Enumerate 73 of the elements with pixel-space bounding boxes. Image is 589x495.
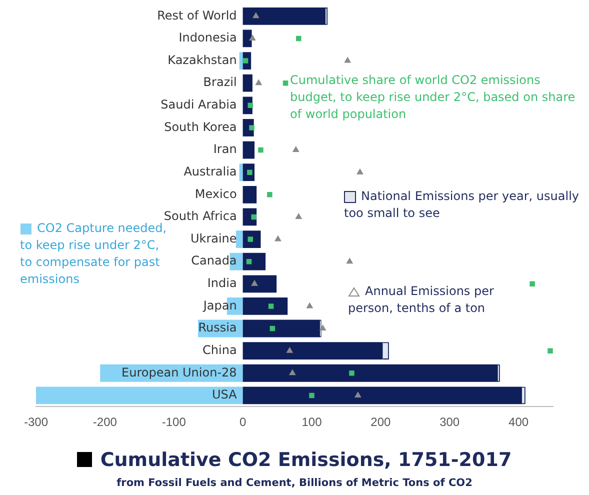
point bbox=[349, 370, 354, 376]
bar bbox=[242, 386, 522, 404]
y-tick-label: Brazil bbox=[203, 75, 237, 90]
bar bbox=[242, 230, 261, 248]
x-tick-label: -300 bbox=[24, 415, 48, 430]
bar bbox=[242, 298, 288, 315]
point bbox=[530, 281, 535, 287]
y-tick-label: Russia bbox=[198, 320, 237, 335]
bar bbox=[242, 186, 257, 204]
point bbox=[249, 34, 256, 40]
y-tick-label: Mexico bbox=[194, 186, 237, 201]
point bbox=[249, 125, 254, 130]
x-tick-label: -200 bbox=[92, 415, 118, 430]
point bbox=[292, 146, 299, 152]
bar bbox=[239, 164, 243, 182]
bar bbox=[242, 141, 255, 159]
point bbox=[282, 80, 288, 86]
x-tick-label: -100 bbox=[162, 415, 186, 430]
y-tick-label: Rest of World bbox=[157, 8, 237, 22]
bar bbox=[242, 364, 498, 382]
text: from Fossil Fuels and Cement, Billions of Metric Tons of CO2 bbox=[116, 477, 474, 489]
x-tick-label: 0 bbox=[239, 415, 246, 430]
y-tick-label: Kazakhstan bbox=[168, 52, 237, 67]
point bbox=[344, 57, 351, 63]
bar bbox=[242, 7, 326, 25]
point bbox=[548, 348, 553, 354]
y-tick-label: South Korea bbox=[164, 120, 237, 134]
x-tick-label: 100 bbox=[302, 415, 322, 430]
bar bbox=[242, 74, 252, 92]
point bbox=[309, 392, 314, 398]
y-tick-label: Australia bbox=[184, 164, 237, 178]
point bbox=[306, 302, 313, 308]
bar bbox=[236, 230, 243, 248]
point bbox=[246, 258, 252, 264]
point bbox=[296, 36, 302, 42]
bar bbox=[242, 30, 252, 48]
y-tick-label: South Africa bbox=[164, 209, 237, 224]
bar bbox=[242, 252, 266, 270]
point bbox=[274, 236, 282, 242]
series-label: Cumulative share of world CO2 emissions budget, to keep rise under 2°C, based on share of world population bbox=[290, 73, 576, 121]
point bbox=[286, 347, 293, 353]
y-tick-label: USA bbox=[212, 388, 238, 402]
point bbox=[267, 192, 272, 198]
point bbox=[354, 392, 362, 398]
point bbox=[356, 168, 364, 174]
bar bbox=[242, 275, 277, 293]
point bbox=[270, 326, 276, 332]
bar bbox=[242, 320, 320, 338]
point bbox=[256, 80, 262, 86]
point bbox=[289, 370, 296, 376]
y-tick-label: India bbox=[207, 276, 237, 290]
y-tick-label: Saudi Arabia bbox=[160, 98, 237, 112]
y-tick-label: China bbox=[202, 342, 237, 357]
x-tick-label: 300 bbox=[440, 415, 460, 430]
y-tick-label: Iran bbox=[213, 142, 237, 156]
y-tick-label: Indonesia bbox=[178, 30, 237, 45]
point bbox=[258, 147, 264, 153]
bar bbox=[36, 386, 243, 404]
x-tick-label: 200 bbox=[370, 415, 391, 430]
point bbox=[252, 12, 259, 18]
x-tick-label: 400 bbox=[508, 415, 529, 430]
legend-label: Annual Emissions per person, tenths of a ton bbox=[348, 284, 494, 315]
point bbox=[268, 304, 274, 309]
point bbox=[296, 213, 302, 219]
legend-label: CO2 Capture needed, to keep rise under 2°C, to compensate for past emissions bbox=[20, 221, 167, 286]
point bbox=[251, 280, 258, 286]
legend-label: National Emissions per year, usually too small to see bbox=[344, 189, 580, 220]
bar bbox=[239, 52, 243, 70]
point bbox=[320, 325, 326, 331]
point bbox=[346, 258, 353, 264]
text: Cumulative CO2 Emissions, 1751-2017 bbox=[100, 449, 512, 471]
y-tick-label: European Union-28 bbox=[122, 365, 237, 380]
point bbox=[251, 214, 256, 220]
